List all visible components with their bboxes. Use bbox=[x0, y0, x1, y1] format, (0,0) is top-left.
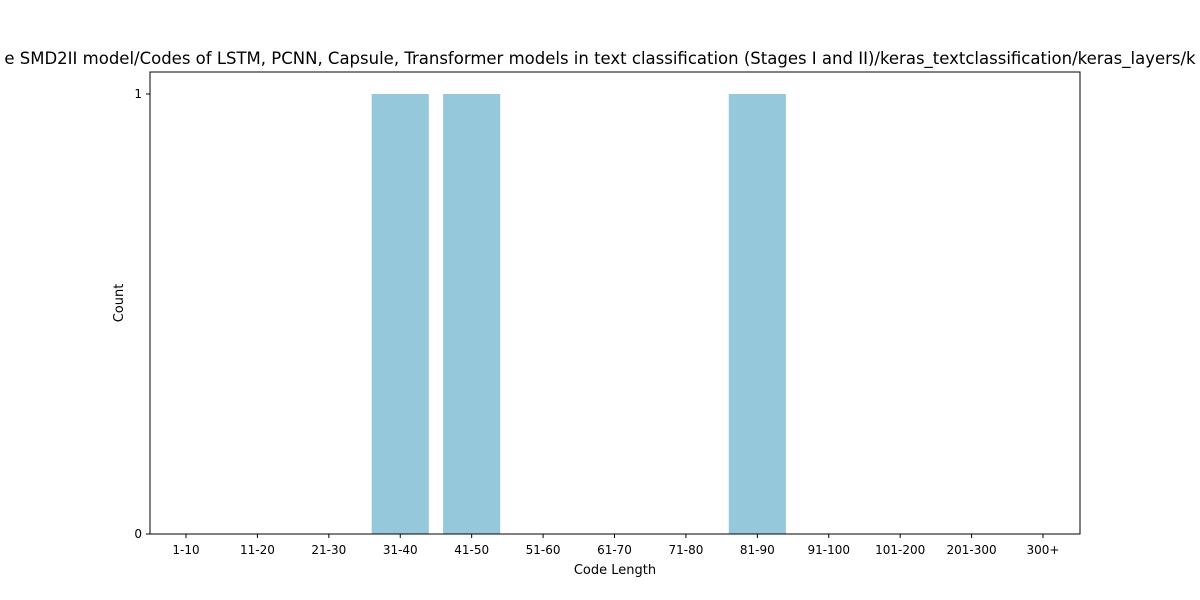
x-tick-label: 201-300 bbox=[947, 543, 997, 557]
x-tick-label: 101-200 bbox=[875, 543, 925, 557]
bar-81-90 bbox=[728, 94, 786, 534]
plot-background bbox=[150, 72, 1080, 534]
y-tick-label: 0 bbox=[134, 527, 142, 541]
bar-41-50 bbox=[443, 94, 501, 534]
x-tick-label: 51-60 bbox=[526, 543, 561, 557]
x-tick-label: 81-90 bbox=[740, 543, 775, 557]
x-tick-label: 300+ bbox=[1027, 543, 1060, 557]
x-tick-label: 11-20 bbox=[240, 543, 275, 557]
x-tick-label: 61-70 bbox=[597, 543, 632, 557]
x-tick-label: 31-40 bbox=[383, 543, 418, 557]
x-tick-label: 1-10 bbox=[172, 543, 199, 557]
chart-title: e SMD2II model/Codes of LSTM, PCNN, Caps… bbox=[4, 49, 1196, 69]
bar-31-40 bbox=[371, 94, 429, 534]
x-tick-label: 21-30 bbox=[311, 543, 346, 557]
x-axis-label: Code Length bbox=[574, 563, 656, 578]
y-axis-label: Count bbox=[112, 284, 127, 323]
x-tick-label: 71-80 bbox=[668, 543, 703, 557]
x-tick-label: 41-50 bbox=[454, 543, 489, 557]
bars-group bbox=[371, 94, 786, 534]
y-tick-label: 1 bbox=[134, 87, 142, 101]
x-tick-label: 91-100 bbox=[807, 543, 850, 557]
x-axis-ticks: 1-10 11-20 21-30 31-40 41-50 51-60 61-70 71-80 8… bbox=[172, 534, 1059, 557]
y-axis-ticks: 01 bbox=[134, 87, 150, 541]
